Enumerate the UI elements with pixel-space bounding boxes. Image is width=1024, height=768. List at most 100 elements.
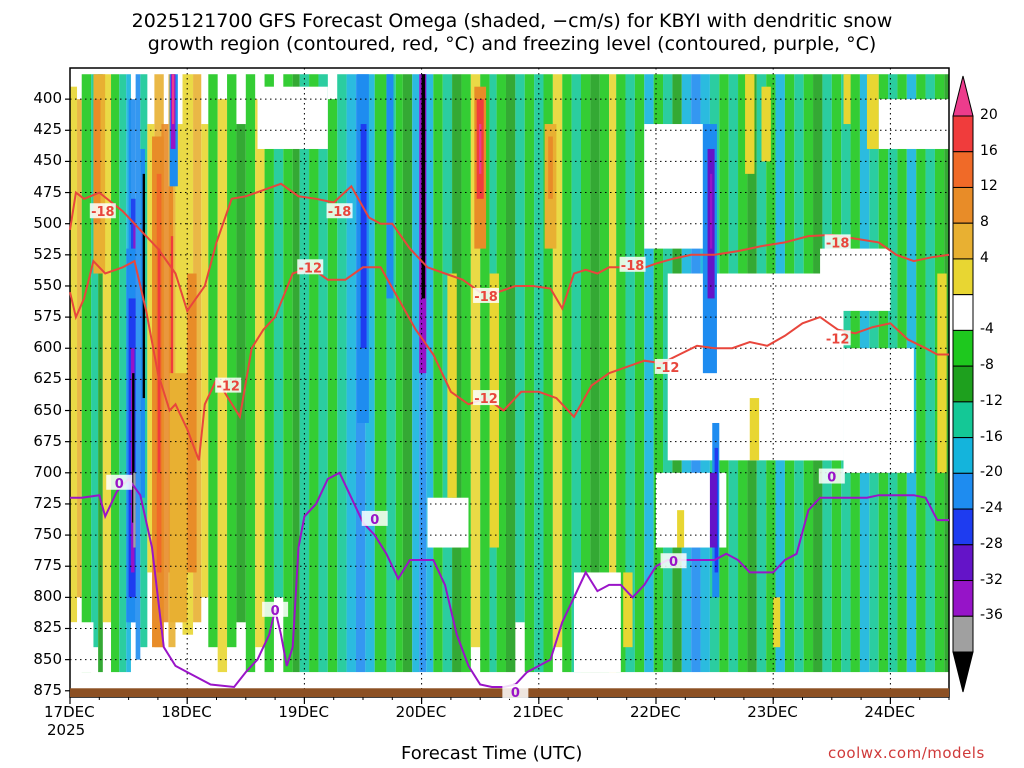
colorbar-segment (952, 258, 974, 296)
contour-label-bg (215, 377, 242, 393)
colorbar-segment (952, 151, 974, 188)
y-tick-label: 525 (33, 244, 62, 263)
shade-feature (157, 248, 161, 473)
shade-cell (292, 74, 300, 673)
shade-cell (461, 74, 471, 673)
shade-feature (709, 173, 713, 249)
shade-cell (634, 74, 645, 673)
y-tick-label: 875 (33, 680, 62, 699)
y-tick-label: 800 (33, 587, 62, 606)
contour-label-bg (824, 330, 851, 346)
colorbar-label: 8 (980, 214, 989, 231)
clear-region (70, 622, 94, 673)
shade-feature (360, 124, 367, 349)
shade-feature (447, 273, 457, 498)
shade-cell (916, 74, 926, 673)
shade-cell (346, 74, 356, 673)
shade-cell (412, 74, 420, 673)
colorbar-label: 4 (980, 249, 989, 266)
shade-feature (421, 74, 426, 299)
contour-label: -12 (216, 380, 240, 395)
contour-label-bg (824, 234, 851, 250)
contour-label: 0 (115, 477, 124, 492)
shade-feature (489, 273, 499, 548)
shade-feature (187, 273, 197, 573)
contour-label-bg (473, 390, 500, 406)
colorbar-label: 12 (980, 178, 998, 195)
contour-label-bg (654, 358, 681, 374)
y-tick-label: 650 (33, 400, 62, 419)
shade-cell (98, 74, 103, 673)
clear-region (427, 497, 469, 548)
shade-cell (374, 74, 387, 673)
omega-shading (70, 74, 949, 673)
shade-cell (273, 124, 284, 598)
shade-feature (761, 86, 771, 162)
contour-label-bg (106, 474, 133, 490)
shade-feature (93, 99, 101, 224)
credit-link[interactable]: coolwx.com/models (828, 744, 985, 762)
shade-cell (580, 74, 591, 673)
y-tick-label: 400 (33, 89, 62, 108)
contour-label-bg (660, 553, 687, 569)
contour-lines: -18 -18 -18 -18 -18 -12 -12 -12 -12 -12 0 0 0 0 0 0 (69, 182, 950, 701)
clear-region (843, 348, 914, 473)
shade-cell (161, 124, 169, 623)
colorbar-label: -8 (980, 357, 994, 374)
shade-feature (171, 74, 175, 125)
shade-feature (866, 74, 879, 149)
colorbar-segment (952, 615, 974, 653)
clear-region (784, 398, 844, 461)
x-tick-label: 20DEC (395, 703, 447, 721)
shade-cell (309, 74, 319, 673)
shade-feature (132, 373, 135, 523)
y-tick-label: 500 (33, 213, 62, 232)
shade-cell (201, 124, 209, 598)
y-tick-label: 850 (33, 649, 62, 668)
shade-feature (133, 472, 136, 548)
colorbar-label: -36 (980, 607, 1003, 624)
contour-label-bg (326, 203, 353, 219)
shade-cell (77, 99, 82, 598)
shade-cell (111, 74, 120, 673)
shade-cell (337, 74, 347, 673)
contour-label-bg (473, 287, 500, 303)
contour-freezing-level (70, 471, 949, 689)
y-tick-label: 575 (33, 307, 62, 326)
y-tick-label: 700 (33, 462, 62, 481)
shade-feature (169, 373, 188, 623)
shade-feature (937, 273, 947, 473)
shade-feature (773, 597, 781, 648)
contour-label: -12 (826, 332, 850, 347)
clear-region (878, 99, 949, 149)
contour-label: -18 (826, 236, 850, 251)
x-tick-label: 18DEC (161, 703, 212, 721)
shade-feature (745, 74, 755, 174)
contour-label: 0 (271, 604, 280, 619)
y-tick-label: 425 (33, 120, 62, 139)
x-tick-label: 17DEC (44, 703, 95, 721)
contour-label: -12 (474, 392, 498, 407)
shade-cell (365, 74, 375, 673)
contour-label-bg (297, 259, 324, 275)
shade-cell (562, 74, 572, 673)
x-year-label: 2025 (47, 721, 86, 739)
shade-cell (480, 74, 490, 673)
colorbar (952, 75, 974, 693)
shade-cell (571, 74, 581, 673)
shade-cell (625, 74, 635, 673)
contour-label: -18 (328, 205, 352, 220)
y-tick-label: 450 (33, 151, 62, 170)
shade-cell (543, 74, 553, 673)
y-tick-label: 600 (33, 338, 62, 357)
colorbar-label: -12 (980, 392, 1003, 409)
shade-cell (119, 74, 127, 673)
shade-cell (208, 74, 218, 648)
contour-label: -12 (656, 361, 680, 376)
colorbar-segment (952, 472, 974, 510)
shade-cell (925, 74, 935, 673)
shade-cell (135, 74, 141, 660)
y-tick-label: 550 (33, 275, 62, 294)
shade-cell (590, 74, 600, 673)
shade-cell (283, 74, 293, 673)
